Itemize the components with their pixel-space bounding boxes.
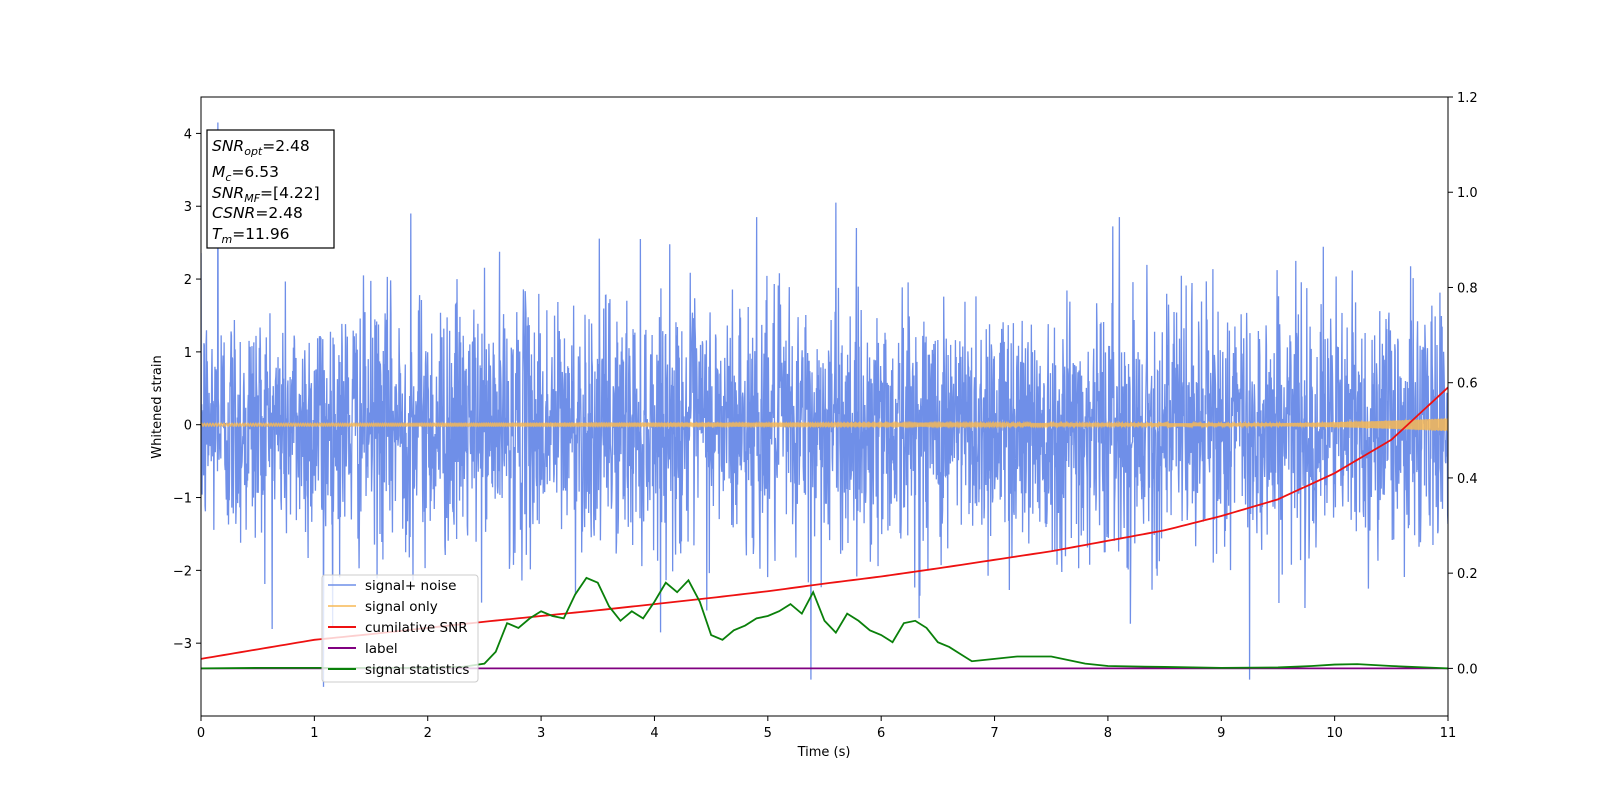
y2-tick-label: 0.0 (1457, 662, 1478, 677)
y2-tick-label: 1.0 (1457, 186, 1478, 201)
x-tick-label: 1 (310, 726, 318, 741)
x-tick-label: 11 (1440, 726, 1457, 741)
x-tick-label: 4 (650, 726, 658, 741)
y-tick-label: −2 (173, 564, 192, 579)
y-tick-label: 3 (184, 200, 192, 215)
legend-label: label (365, 641, 398, 657)
info-line: CSNR=2.48 (212, 204, 303, 222)
info-line: SNRopt=2.48 (212, 137, 310, 158)
y-tick-label: 2 (184, 273, 192, 288)
y2-tick-label: 1.2 (1457, 91, 1478, 106)
x-tick-label: 6 (877, 726, 885, 741)
y2-tick-label: 0.4 (1457, 472, 1478, 487)
y-tick-label: −3 (173, 637, 192, 652)
right-y-axis: 0.0 0.2 0.4 0.6 0.8 1.0 1.2 (1448, 91, 1478, 677)
y-tick-label: −1 (173, 492, 192, 507)
legend: signal+ noise signal only cumilative SNR la… (321, 574, 479, 683)
y2-tick-label: 0.6 (1457, 377, 1478, 392)
legend-label: signal+ noise (365, 578, 456, 594)
x-tick-label: 5 (764, 726, 772, 741)
y-tick-label: 4 (184, 127, 192, 142)
x-tick-label: 10 (1326, 726, 1343, 741)
y-tick-label: 0 (184, 419, 192, 434)
series-line-signal-noise (201, 122, 1448, 687)
info-line: SNRMF=[4.22] (212, 184, 320, 205)
series-line-signal-statistics (201, 576, 1448, 670)
legend-label: cumilative SNR (365, 620, 468, 636)
y2-tick-label: 0.2 (1457, 567, 1478, 582)
x-tick-label: 9 (1217, 726, 1225, 741)
y-tick-label: 1 (184, 346, 192, 361)
legend-label: signal statistics (365, 662, 469, 678)
x-tick-label: 8 (1104, 726, 1112, 741)
y-axis-label: Whitened strain (150, 355, 165, 458)
x-tick-label: 7 (990, 726, 998, 741)
x-axis-label: Time (s) (797, 745, 851, 760)
y-axis: −3 −2 −1 0 1 2 3 4 (173, 127, 201, 652)
x-tick-label: 2 (424, 726, 432, 741)
x-axis: 0 1 2 3 4 5 6 7 8 9 10 11 (197, 716, 1456, 741)
legend-frame (321, 574, 479, 683)
series-line-signal-only (201, 418, 1448, 432)
plot-frame (200, 96, 1449, 717)
legend-label: signal only (365, 599, 438, 615)
y2-tick-label: 0.8 (1457, 281, 1478, 296)
x-tick-label: 3 (537, 726, 545, 741)
info-line: Mc=6.53 (212, 163, 279, 184)
info-line: Tm=11.96 (212, 225, 290, 246)
x-tick-label: 0 (197, 726, 205, 741)
info-box-frame (206, 129, 335, 249)
